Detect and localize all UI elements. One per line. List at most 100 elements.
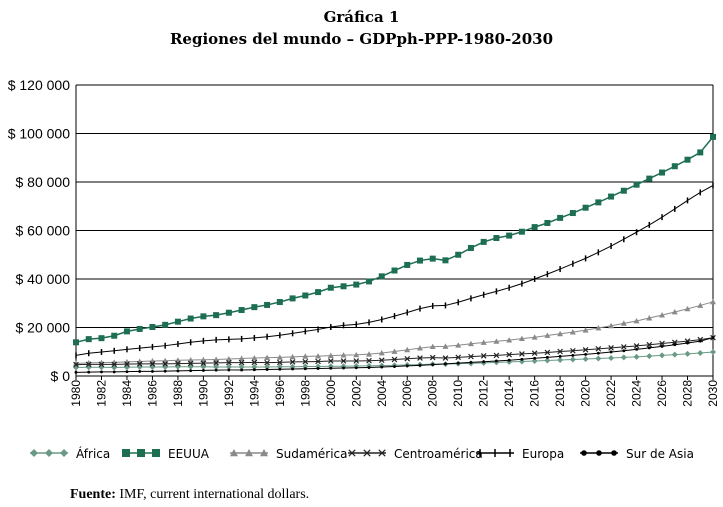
data-point xyxy=(138,369,142,373)
data-point xyxy=(595,199,602,206)
data-point xyxy=(442,257,449,264)
data-point xyxy=(251,359,258,366)
x-tick-label: 1998 xyxy=(298,380,312,407)
data-point xyxy=(251,355,258,361)
data-point-stroke xyxy=(187,360,194,367)
data-point xyxy=(100,370,103,374)
x-tick-label-group: 2024 xyxy=(630,380,644,407)
data-point xyxy=(264,364,271,371)
data-point xyxy=(581,450,587,456)
legend-item: Sur de Asia xyxy=(580,447,694,461)
data-point xyxy=(416,257,423,264)
data-point xyxy=(378,273,385,280)
data-point xyxy=(353,281,360,288)
x-tick-label-group: 2026 xyxy=(655,380,669,407)
data-point xyxy=(289,359,296,365)
x-tick-label-group: 2002 xyxy=(349,380,363,407)
data-point-stroke xyxy=(519,351,525,357)
data-point xyxy=(264,359,270,366)
data-point-stroke xyxy=(620,344,627,350)
data-point xyxy=(85,361,92,368)
data-point xyxy=(378,449,386,457)
data-point xyxy=(213,312,220,319)
data-point xyxy=(73,339,79,346)
data-point xyxy=(111,364,118,371)
data-point xyxy=(569,329,576,335)
legend-label: Centroamérica xyxy=(394,447,483,461)
data-point-stroke xyxy=(608,345,614,351)
data-point xyxy=(123,364,130,371)
data-point xyxy=(544,332,551,338)
data-point xyxy=(697,149,704,156)
x-tick-label-group: 1988 xyxy=(171,380,185,407)
data-point xyxy=(137,449,145,457)
legend-label: EEUUA xyxy=(168,447,210,461)
data-point xyxy=(278,367,282,371)
data-point xyxy=(60,449,68,457)
data-point xyxy=(544,219,551,226)
data-point xyxy=(711,336,715,340)
data-point-stroke xyxy=(544,349,551,356)
x-tick-label-group: 1980 xyxy=(69,380,83,407)
data-point xyxy=(518,335,525,342)
data-point xyxy=(671,339,678,346)
data-point xyxy=(520,357,524,361)
data-point xyxy=(659,352,666,359)
data-point xyxy=(710,133,716,140)
x-tick-label: 2012 xyxy=(477,380,491,407)
data-point xyxy=(151,369,154,373)
data-point xyxy=(111,361,118,368)
data-point xyxy=(469,360,473,364)
data-point xyxy=(316,367,320,370)
data-point-stroke xyxy=(111,361,118,368)
data-point xyxy=(647,346,651,350)
data-point xyxy=(276,299,283,306)
data-point xyxy=(176,369,180,373)
data-point-stroke xyxy=(493,352,500,359)
data-point xyxy=(136,364,143,371)
data-point xyxy=(531,350,538,357)
data-point-stroke xyxy=(175,360,181,367)
data-point xyxy=(174,318,181,325)
data-point xyxy=(289,353,296,360)
data-point xyxy=(480,339,487,345)
data-point xyxy=(609,350,613,354)
data-point xyxy=(366,357,372,364)
data-point-stroke xyxy=(136,361,143,367)
data-point xyxy=(73,361,79,368)
data-point xyxy=(698,339,702,343)
data-point xyxy=(327,358,334,364)
data-point-stroke xyxy=(85,361,92,368)
data-point xyxy=(227,368,231,372)
series-centroam-rica xyxy=(73,334,716,368)
data-point xyxy=(30,449,38,457)
data-point xyxy=(595,324,602,331)
data-point xyxy=(123,328,130,335)
data-point xyxy=(659,169,666,176)
series-sudam-rica xyxy=(73,298,716,366)
data-point xyxy=(315,289,322,296)
data-point xyxy=(238,359,245,366)
data-point xyxy=(596,450,602,456)
data-point xyxy=(98,361,105,368)
data-point xyxy=(366,351,373,357)
data-point-stroke xyxy=(684,338,691,344)
data-point xyxy=(124,361,130,367)
data-point xyxy=(342,366,345,370)
legend-label: África xyxy=(76,446,110,461)
x-tick-label: 1994 xyxy=(247,380,261,407)
data-point xyxy=(467,244,474,251)
data-point xyxy=(710,298,716,305)
x-tick-label: 2024 xyxy=(630,380,644,407)
chart-subtitle: Regiones del mundo – GDPph-PPP-1980-2030 xyxy=(169,30,554,48)
data-point xyxy=(378,357,385,364)
x-tick-label: 2022 xyxy=(604,380,618,407)
x-tick-label-group: 2010 xyxy=(451,380,465,407)
data-point xyxy=(506,351,512,358)
data-point xyxy=(480,238,487,245)
data-point xyxy=(620,320,627,326)
data-point-stroke xyxy=(582,346,589,353)
data-point xyxy=(391,267,398,274)
x-tick-label-group: 2012 xyxy=(477,380,491,407)
x-tick-label: 2014 xyxy=(502,380,516,407)
